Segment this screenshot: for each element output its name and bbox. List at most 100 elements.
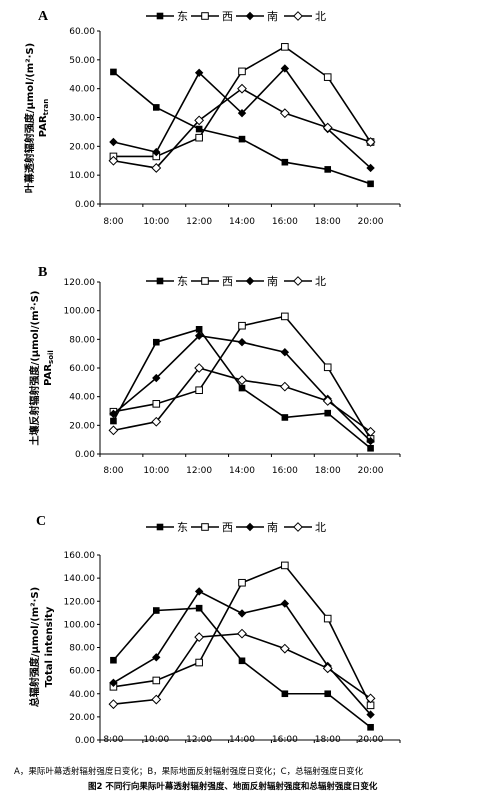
x-tick-label: 16:00	[272, 735, 298, 745]
data-point	[195, 658, 203, 667]
data-point	[109, 137, 118, 147]
data-point	[365, 426, 376, 437]
series-square-filled	[110, 68, 374, 188]
data-point	[195, 604, 203, 612]
x-tick-label: 8:00	[103, 735, 123, 745]
data-point	[151, 416, 162, 427]
legend-label: 南	[267, 521, 278, 534]
data-point	[323, 363, 332, 372]
data-point	[237, 375, 247, 386]
data-point	[152, 400, 161, 408]
x-tick-label: 10:00	[143, 466, 169, 476]
y-tick-label: 0.00	[75, 200, 95, 210]
data-point	[194, 68, 204, 78]
y-tick-label: 60.00	[69, 364, 95, 374]
x-tick-label: 20:00	[358, 217, 384, 227]
data-point	[322, 396, 333, 406]
data-point	[152, 373, 161, 383]
y-tick-label: 30.00	[69, 114, 95, 124]
x-tick-label: 14:00	[229, 735, 255, 745]
data-point	[281, 414, 289, 421]
legend-marker	[156, 523, 164, 531]
data-point	[237, 338, 247, 347]
data-point	[322, 122, 333, 133]
x-tick-label: 10:00	[143, 217, 169, 227]
data-point	[110, 68, 117, 76]
y-axis-label-en: PARsoil	[43, 350, 55, 386]
x-tick-label: 18:00	[315, 735, 341, 745]
data-point	[194, 115, 205, 126]
x-tick-label: 18:00	[315, 217, 341, 227]
legend-marker	[293, 276, 303, 286]
y-tick-label: 50.00	[69, 56, 95, 66]
chart-panel-a: A 0.00 10.00 20.00 30.00 40.00 50.00 60.00 8:00 1…	[23, 9, 401, 227]
y-axis-label: 叶幕透射辐射强度/μmol/(m²·S)	[23, 43, 36, 193]
x-tick-label: 18:00	[315, 466, 341, 476]
data-point	[152, 653, 161, 662]
y-tick-label: 100.00	[64, 307, 96, 317]
data-point	[238, 384, 246, 392]
y-tick-label: 20.00	[69, 421, 95, 431]
y-tick-label: 80.00	[69, 644, 95, 654]
data-point	[279, 643, 290, 654]
panel-letter: A	[38, 9, 49, 24]
y-axis-label-en: PARtran	[38, 99, 50, 137]
y-tick-label: 0.00	[75, 450, 95, 460]
data-point	[152, 607, 160, 614]
x-tick-label: 8:00	[103, 466, 123, 476]
data-point	[237, 108, 247, 118]
data-point	[281, 43, 289, 51]
data-point	[110, 656, 117, 664]
data-point	[366, 710, 375, 719]
legend-marker	[245, 11, 255, 21]
data-point	[108, 699, 119, 710]
data-point	[367, 444, 374, 452]
data-point	[237, 628, 247, 639]
y-axis-label: 总辐射强度/μmol/(m²·S)	[28, 587, 41, 707]
legend: 东西南北	[146, 10, 326, 23]
series-diamond-open	[108, 363, 376, 437]
legend-label: 东	[177, 521, 188, 534]
chart-panel-b: B 0.00 20.00 40.00 60.00 80.00 100.00 120.00 8:0…	[28, 265, 401, 476]
data-point	[195, 386, 203, 395]
x-tick-label: 14:00	[229, 466, 255, 476]
data-point	[108, 155, 119, 166]
y-tick-label: 120.00	[64, 597, 96, 607]
data-point	[238, 67, 246, 76]
data-point	[194, 331, 204, 340]
legend-marker	[156, 277, 164, 285]
data-point	[323, 73, 332, 81]
y-tick-label: 160.00	[64, 551, 96, 561]
legend: 东西南北	[146, 521, 326, 534]
y-tick-label: 80.00	[69, 335, 95, 345]
chart-panel-c: C 0.00 20.00 40.00 60.00 80.00 100.00 120.00 140…	[28, 514, 401, 746]
y-tick-label: 20.00	[69, 142, 95, 152]
x-tick-label: 12:00	[186, 735, 212, 745]
data-point	[365, 693, 376, 704]
data-point	[152, 147, 161, 157]
y-axis-label-en: Total intensity	[44, 606, 55, 687]
y-tick-label: 40.00	[69, 690, 95, 700]
x-tick-label: 14:00	[229, 217, 255, 227]
data-point	[195, 326, 203, 333]
data-point	[324, 690, 332, 698]
data-point	[281, 312, 289, 321]
data-point	[280, 348, 290, 357]
legend: 东西南北	[146, 275, 326, 288]
data-point	[365, 137, 376, 147]
legend-marker	[245, 522, 255, 532]
legend-label: 东	[177, 10, 188, 23]
data-point	[108, 425, 119, 436]
data-point	[324, 409, 332, 417]
legend-label: 西	[222, 275, 233, 288]
y-tick-label: 20.00	[69, 713, 95, 723]
x-tick-label: 20:00	[358, 466, 384, 476]
data-point	[109, 409, 118, 419]
x-tick-label: 16:00	[272, 466, 298, 476]
y-axis-label: 土壤反射辐射强度/(μmol/(m²·S)	[28, 291, 41, 446]
y-tick-label: 40.00	[69, 85, 95, 95]
data-point	[367, 723, 374, 731]
caption-line-2: 图2 不同行向果际叶幕透射辐射强度、地面反射辐射强度和总辐射强度日变化	[88, 782, 378, 792]
data-point	[151, 163, 162, 173]
